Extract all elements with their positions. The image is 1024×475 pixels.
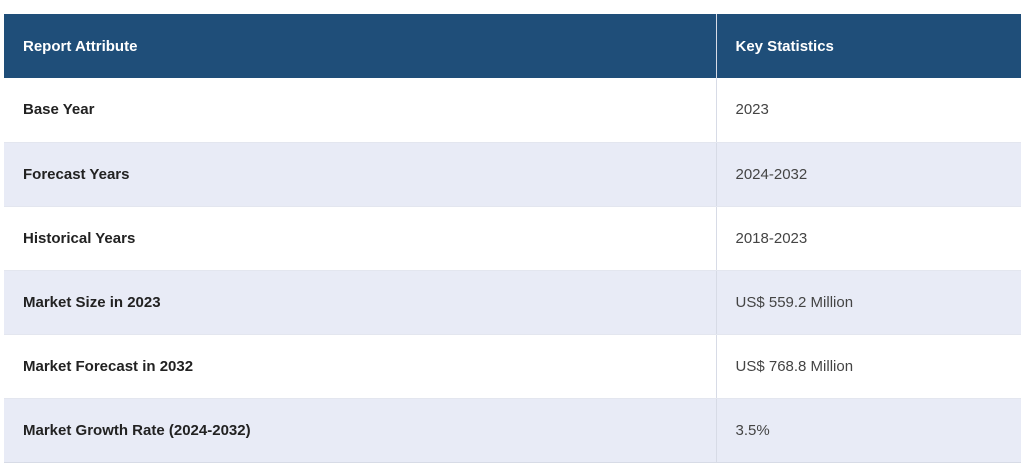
table-row: Historical Years 2018-2023 (4, 206, 1021, 271)
row-attribute-cell: Base Year (4, 78, 717, 143)
header-key-statistics: Key Statistics (716, 14, 1021, 78)
table-row: Market Size in 2023 US$ 559.2 Million (4, 270, 1021, 335)
row-attribute-cell: Historical Years (4, 206, 717, 271)
table-row: Forecast Years 2024-2032 (4, 142, 1021, 207)
row-attribute-cell: Market Forecast in 2032 (4, 334, 717, 399)
row-attribute-cell: Market Size in 2023 (4, 270, 717, 335)
row-attribute-cell: Market Growth Rate (2024-2032) (4, 398, 717, 463)
header-row: Report Attribute Key Statistics (4, 14, 1021, 78)
row-attribute-cell: Forecast Years (4, 142, 717, 207)
row-value-cell: 2018-2023 (716, 206, 1021, 271)
table-row: Base Year 2023 (4, 78, 1021, 143)
report-table-container: Report Attribute Key Statistics Base Yea… (4, 14, 1021, 463)
row-value-cell: 3.5% (716, 398, 1021, 463)
row-value-cell: US$ 768.8 Million (716, 334, 1021, 399)
table-header: Report Attribute Key Statistics (4, 14, 1021, 78)
table-row: Market Growth Rate (2024-2032) 3.5% (4, 398, 1021, 463)
header-report-attribute: Report Attribute (4, 14, 717, 78)
table-body: Base Year 2023 Forecast Years 2024-2032 … (4, 78, 1021, 463)
table-row: Market Forecast in 2032 US$ 768.8 Millio… (4, 334, 1021, 399)
row-value-cell: 2024-2032 (716, 142, 1021, 207)
report-attributes-table: Report Attribute Key Statistics Base Yea… (4, 14, 1021, 463)
row-value-cell: US$ 559.2 Million (716, 270, 1021, 335)
row-value-cell: 2023 (716, 78, 1021, 143)
